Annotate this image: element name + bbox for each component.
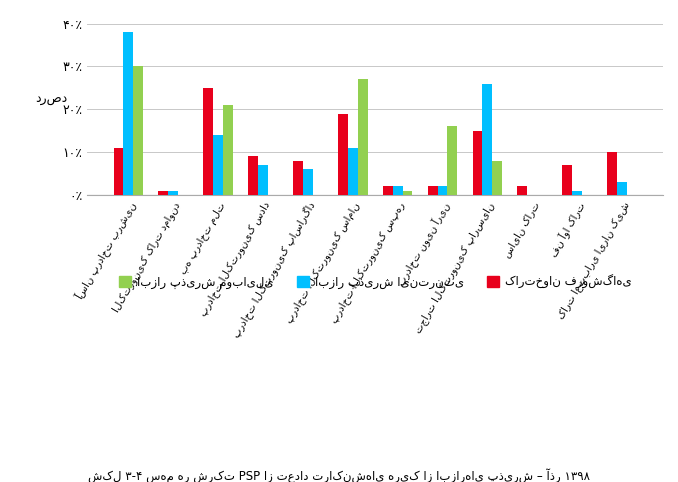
Bar xyxy=(303,169,313,195)
Bar xyxy=(617,182,627,195)
Bar xyxy=(168,191,178,195)
Bar xyxy=(293,161,303,195)
Bar xyxy=(338,114,348,195)
Bar xyxy=(123,32,134,195)
Legend: ابزار پذیرش موبایلی, ابزار پذیرش اینترنتی, کارتخوان فروشگاهی: ابزار پذیرش موبایلی, ابزار پذیرش اینترنت… xyxy=(115,270,636,294)
Bar xyxy=(483,83,492,195)
Y-axis label: درصد: درصد xyxy=(35,92,68,105)
Bar xyxy=(492,161,502,195)
Bar xyxy=(473,131,483,195)
Bar xyxy=(159,191,168,195)
Bar xyxy=(213,135,223,195)
Bar xyxy=(517,187,527,195)
Bar xyxy=(223,105,233,195)
Bar xyxy=(607,152,617,195)
Bar xyxy=(393,187,403,195)
Bar xyxy=(258,165,268,195)
Text: شکل ۳-۴ سهم هر شرکت PSP از تعداد تراکنش‌های هریک از ابزارهای پذیرش – آذر ۱۳۹۸: شکل ۳-۴ سهم هر شرکت PSP از تعداد تراکنش‌… xyxy=(88,468,590,482)
Bar xyxy=(203,88,213,195)
Bar xyxy=(114,148,123,195)
Bar xyxy=(447,126,458,195)
Bar xyxy=(348,148,358,195)
Bar xyxy=(562,165,572,195)
Bar xyxy=(248,157,258,195)
Bar xyxy=(403,191,412,195)
Bar xyxy=(134,67,143,195)
Bar xyxy=(428,187,437,195)
Bar xyxy=(358,79,367,195)
Bar xyxy=(383,187,393,195)
Bar xyxy=(572,191,582,195)
Bar xyxy=(437,187,447,195)
